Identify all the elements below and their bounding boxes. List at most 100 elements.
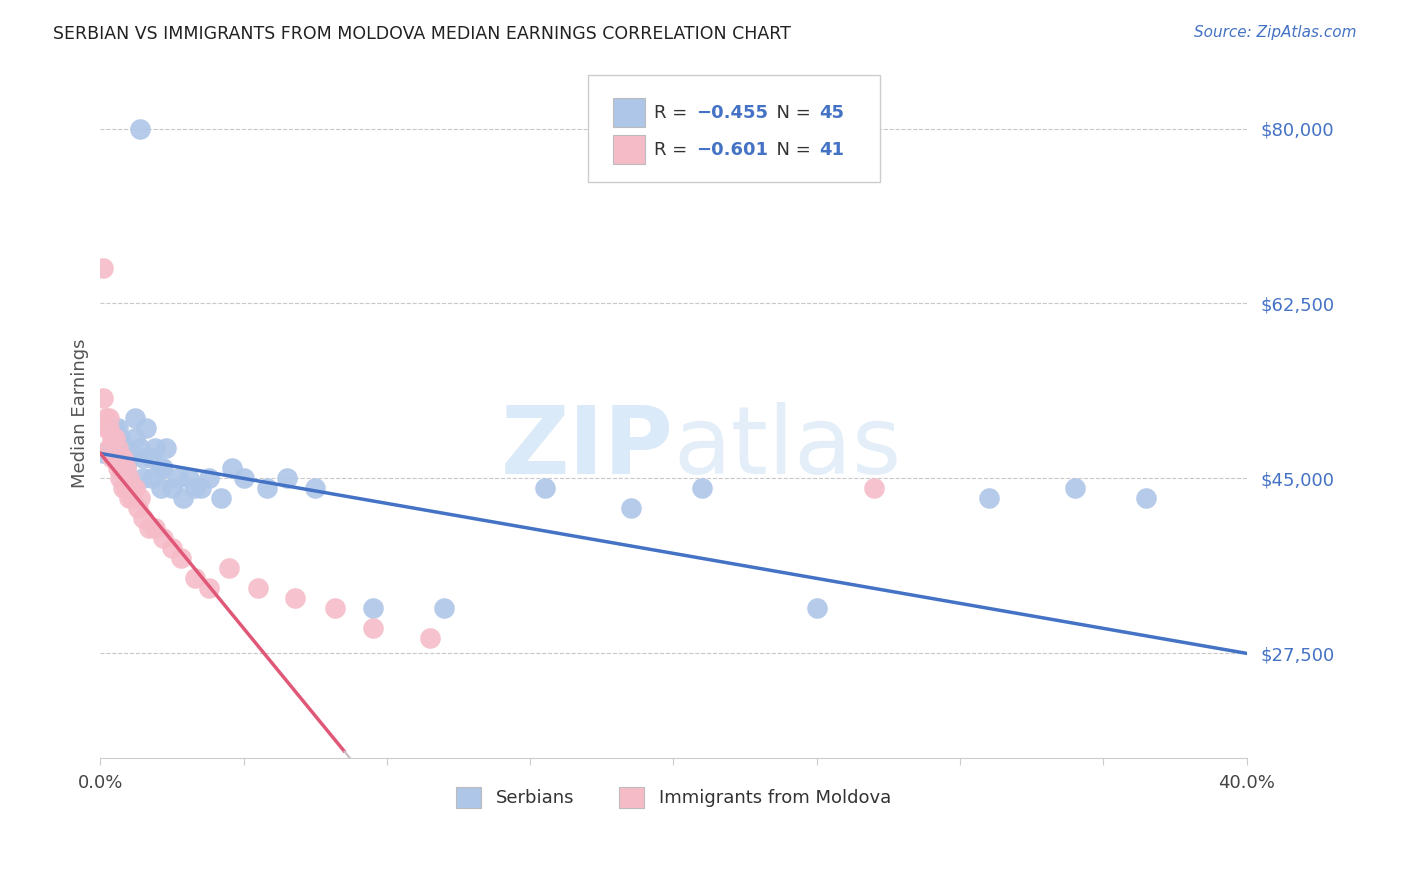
Point bbox=[149, 461, 172, 475]
Point bbox=[284, 591, 307, 606]
Point bbox=[107, 421, 129, 435]
Point bbox=[129, 491, 152, 506]
Point bbox=[127, 501, 149, 516]
FancyBboxPatch shape bbox=[613, 98, 645, 128]
Point bbox=[115, 461, 138, 475]
Point bbox=[132, 451, 155, 466]
Point bbox=[143, 521, 166, 535]
Point bbox=[121, 491, 143, 506]
Point bbox=[121, 482, 143, 496]
Point bbox=[132, 511, 155, 525]
FancyBboxPatch shape bbox=[588, 76, 880, 182]
Point bbox=[138, 521, 160, 535]
Point bbox=[184, 571, 207, 585]
Point bbox=[118, 471, 141, 485]
Point bbox=[184, 482, 207, 496]
Legend: Serbians, Immigrants from Moldova: Serbians, Immigrants from Moldova bbox=[449, 780, 898, 815]
Point bbox=[977, 491, 1000, 506]
Point bbox=[118, 451, 141, 466]
Text: Source: ZipAtlas.com: Source: ZipAtlas.com bbox=[1194, 25, 1357, 40]
Point bbox=[325, 601, 347, 615]
Point bbox=[94, 411, 117, 425]
Point bbox=[198, 471, 221, 485]
Point bbox=[1135, 491, 1157, 506]
Point bbox=[97, 411, 120, 425]
Point bbox=[256, 482, 278, 496]
Point bbox=[112, 451, 135, 466]
Point bbox=[118, 491, 141, 506]
Point bbox=[433, 601, 456, 615]
Point bbox=[91, 392, 114, 406]
Point bbox=[806, 601, 828, 615]
Point bbox=[129, 121, 152, 136]
Point bbox=[132, 471, 155, 485]
Text: −0.601: −0.601 bbox=[696, 141, 769, 159]
Point bbox=[190, 482, 212, 496]
Point bbox=[97, 442, 120, 456]
Point bbox=[160, 482, 183, 496]
Point bbox=[91, 261, 114, 276]
Point bbox=[276, 471, 298, 485]
Point bbox=[179, 471, 201, 485]
Point bbox=[221, 461, 243, 475]
Point bbox=[690, 482, 713, 496]
Point bbox=[141, 451, 163, 466]
Point bbox=[112, 482, 135, 496]
Point bbox=[124, 432, 146, 446]
Text: N =: N = bbox=[765, 141, 817, 159]
Point bbox=[104, 442, 127, 456]
Text: 45: 45 bbox=[820, 103, 844, 121]
Point bbox=[419, 632, 441, 646]
Point bbox=[152, 461, 174, 475]
Text: ZIP: ZIP bbox=[501, 402, 673, 494]
Point bbox=[152, 532, 174, 546]
Point bbox=[172, 491, 194, 506]
Text: N =: N = bbox=[765, 103, 817, 121]
Y-axis label: Median Earnings: Median Earnings bbox=[72, 339, 89, 488]
Point bbox=[304, 482, 326, 496]
Point bbox=[97, 421, 120, 435]
Point bbox=[160, 541, 183, 556]
Point bbox=[1063, 482, 1085, 496]
Point bbox=[209, 491, 232, 506]
Text: −0.455: −0.455 bbox=[696, 103, 769, 121]
Point bbox=[107, 461, 129, 475]
Point bbox=[104, 432, 127, 446]
Point bbox=[112, 451, 135, 466]
Point bbox=[533, 482, 555, 496]
Point bbox=[94, 421, 117, 435]
FancyBboxPatch shape bbox=[613, 136, 645, 164]
Point bbox=[115, 461, 138, 475]
Point bbox=[129, 442, 152, 456]
Point bbox=[218, 561, 240, 575]
Point bbox=[110, 471, 132, 485]
Point bbox=[124, 482, 146, 496]
Point bbox=[124, 411, 146, 425]
Point bbox=[149, 482, 172, 496]
Point bbox=[110, 432, 132, 446]
Point bbox=[101, 432, 124, 446]
Point bbox=[135, 421, 157, 435]
Point bbox=[863, 482, 886, 496]
Point bbox=[198, 582, 221, 596]
Point bbox=[115, 482, 138, 496]
Text: R =: R = bbox=[654, 141, 693, 159]
Point bbox=[169, 551, 191, 566]
Point bbox=[141, 471, 163, 485]
Point bbox=[104, 421, 127, 435]
Point bbox=[361, 601, 384, 615]
Point bbox=[110, 451, 132, 466]
Text: SERBIAN VS IMMIGRANTS FROM MOLDOVA MEDIAN EARNINGS CORRELATION CHART: SERBIAN VS IMMIGRANTS FROM MOLDOVA MEDIA… bbox=[53, 25, 792, 43]
Point bbox=[232, 471, 254, 485]
Point bbox=[104, 451, 127, 466]
Point bbox=[619, 501, 641, 516]
Point bbox=[115, 442, 138, 456]
Point bbox=[246, 582, 269, 596]
Point bbox=[155, 442, 177, 456]
Point bbox=[361, 621, 384, 635]
Point bbox=[166, 471, 188, 485]
Text: 41: 41 bbox=[820, 141, 844, 159]
Text: R =: R = bbox=[654, 103, 693, 121]
Point bbox=[107, 442, 129, 456]
Text: atlas: atlas bbox=[673, 402, 901, 494]
